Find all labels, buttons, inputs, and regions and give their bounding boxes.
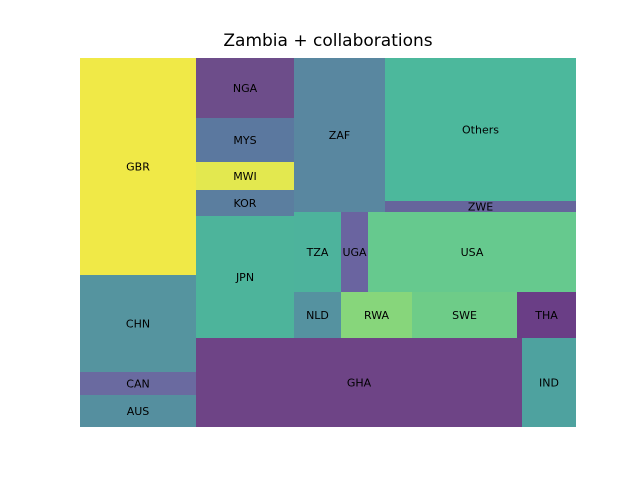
treemap-tile-can (80, 372, 196, 395)
treemap-tile-mwi (196, 162, 294, 190)
tile-label-tha: THA (534, 309, 558, 322)
treemap-tile-mys (196, 118, 294, 162)
tile-label-mwi: MWI (233, 170, 257, 183)
tile-label-aus: AUS (127, 405, 150, 418)
tile-label-uga: UGA (342, 246, 367, 259)
treemap-tile-uga (341, 212, 368, 292)
chart-title: Zambia + collaborations (223, 31, 433, 51)
tile-label-ind: IND (539, 377, 559, 390)
tile-label-gbr: GBR (126, 161, 150, 174)
treemap-tile-chn (80, 275, 196, 372)
treemap-tile-rwa (341, 292, 412, 338)
treemap-tile-swe (412, 292, 517, 338)
tile-label-zaf: ZAF (329, 129, 350, 142)
treemap-tile-others (385, 58, 576, 201)
treemap-tile-usa (368, 212, 576, 292)
treemap-tile-tha (517, 292, 576, 338)
tile-label-nld: NLD (306, 309, 329, 322)
tile-label-can: CAN (126, 378, 149, 391)
tile-label-others: Others (462, 124, 499, 137)
tile-label-gha: GHA (347, 377, 372, 390)
treemap-tile-nga (196, 58, 294, 118)
treemap-tile-kor (196, 190, 294, 216)
tile-label-mys: MYS (233, 134, 256, 147)
tile-label-usa: USA (461, 246, 484, 259)
treemap-tile-gha (196, 338, 522, 427)
tile-label-kor: KOR (234, 197, 257, 210)
tile-label-chn: CHN (126, 318, 150, 331)
tile-label-jpn: JPN (235, 271, 254, 284)
tile-label-nga: NGA (233, 82, 258, 95)
treemap-tile-ind (522, 338, 576, 427)
treemap-tile-gbr (80, 58, 196, 275)
treemap-tile-zaf (294, 58, 385, 212)
treemap-tile-jpn (196, 216, 294, 338)
treemap-tile-tza (294, 212, 341, 292)
tile-label-tza: TZA (306, 246, 329, 259)
tile-label-swe: SWE (452, 309, 477, 322)
treemap-tile-zwe (385, 201, 576, 212)
tile-label-rwa: RWA (364, 309, 389, 322)
tile-label-zwe: ZWE (468, 201, 493, 214)
treemap-tile-nld (294, 292, 341, 338)
treemap-tile-aus (80, 395, 196, 427)
